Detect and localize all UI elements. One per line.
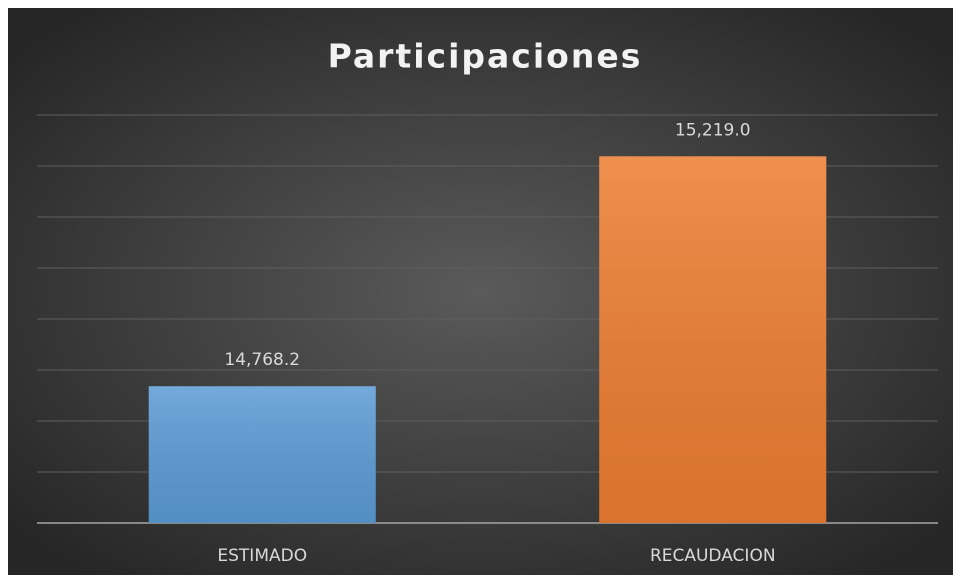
chart-title: Participaciones	[328, 37, 643, 76]
bar-shade	[148, 386, 376, 523]
data-label: 14,768.2	[224, 350, 300, 370]
x-tick-label: ESTIMADO	[217, 546, 307, 566]
x-tick-label: RECAUDACION	[650, 546, 776, 566]
bar-shade	[599, 156, 827, 523]
data-label: 15,219.0	[675, 120, 751, 140]
